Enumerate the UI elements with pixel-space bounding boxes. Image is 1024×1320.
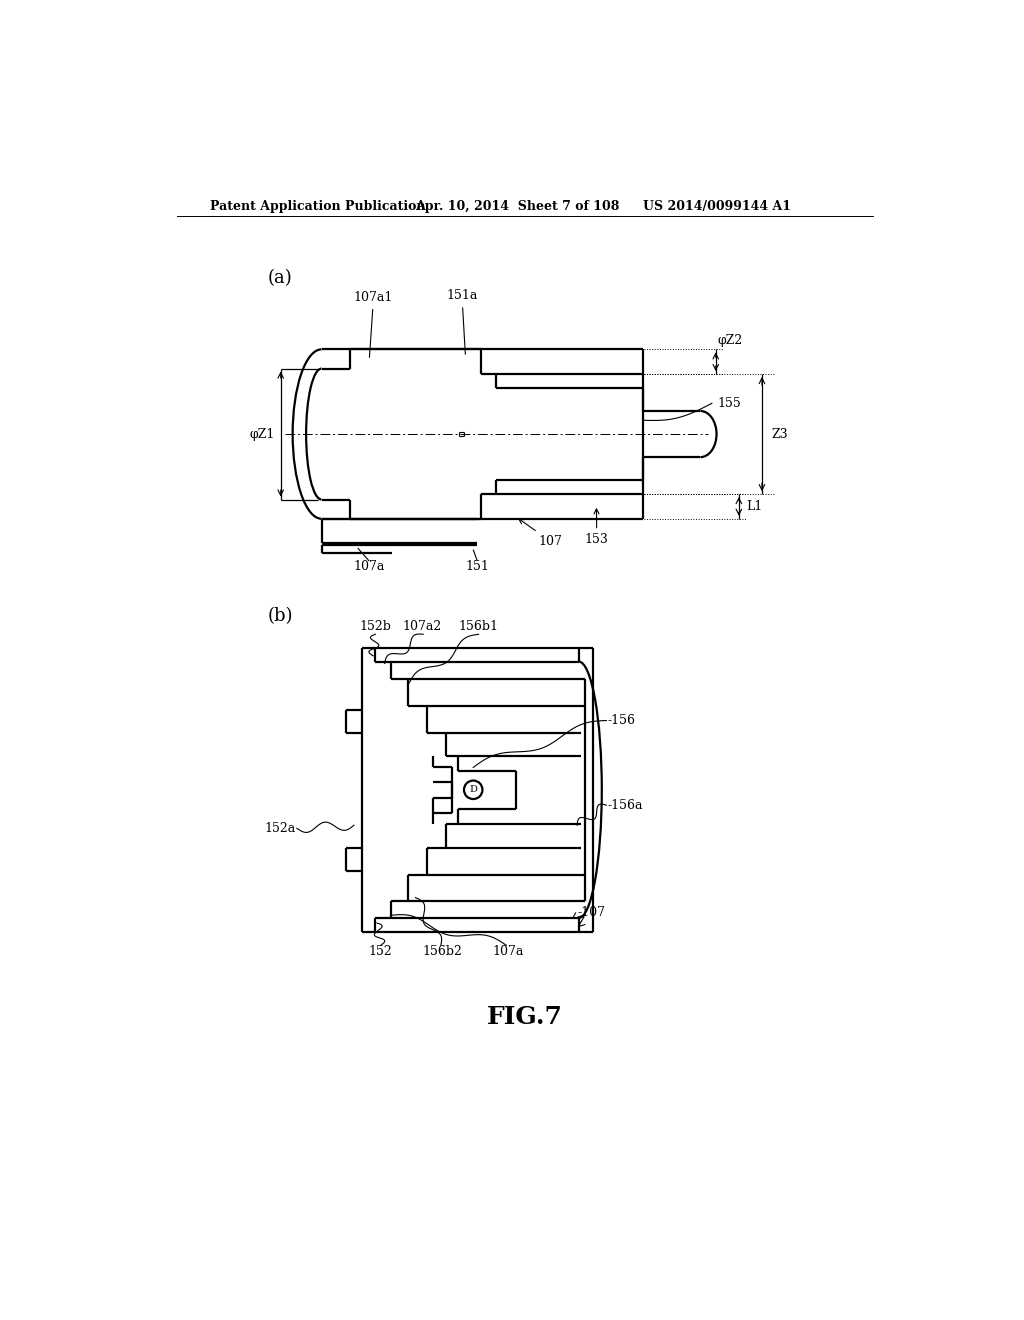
Text: 107a1: 107a1 xyxy=(354,290,393,358)
Text: 152a: 152a xyxy=(265,822,296,834)
Text: Z3: Z3 xyxy=(771,428,787,441)
Text: 156b1: 156b1 xyxy=(459,620,499,634)
Text: US 2014/0099144 A1: US 2014/0099144 A1 xyxy=(643,199,791,213)
Text: 152b: 152b xyxy=(359,620,391,634)
Text: (b): (b) xyxy=(267,607,293,626)
Text: 107: 107 xyxy=(519,519,562,548)
Text: 156b2: 156b2 xyxy=(423,945,463,958)
Text: Apr. 10, 2014  Sheet 7 of 108: Apr. 10, 2014 Sheet 7 of 108 xyxy=(416,199,620,213)
Text: 152: 152 xyxy=(369,945,392,958)
Text: 107a2: 107a2 xyxy=(402,620,441,634)
Text: φZ2: φZ2 xyxy=(717,334,742,347)
Text: -156: -156 xyxy=(608,714,636,727)
Text: 151: 151 xyxy=(465,560,489,573)
Text: 155: 155 xyxy=(717,397,741,409)
Text: φZ1: φZ1 xyxy=(250,428,275,441)
Text: 107a: 107a xyxy=(493,945,523,958)
Text: -156a: -156a xyxy=(608,799,643,812)
Text: Patent Application Publication: Patent Application Publication xyxy=(210,199,425,213)
Text: D: D xyxy=(469,785,477,795)
Text: L1: L1 xyxy=(746,500,763,513)
Text: 153: 153 xyxy=(585,510,608,546)
Text: -107: -107 xyxy=(578,907,605,920)
Text: 151a: 151a xyxy=(446,289,477,354)
Text: 107a: 107a xyxy=(353,560,385,573)
Text: (a): (a) xyxy=(267,269,293,286)
Text: FIG.7: FIG.7 xyxy=(486,1005,563,1030)
